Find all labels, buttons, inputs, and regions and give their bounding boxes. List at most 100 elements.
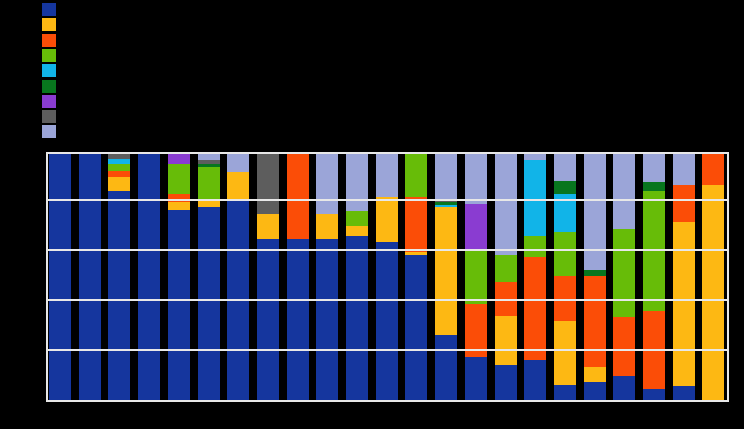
stacked-bar[interactable] (197, 153, 220, 401)
bar-segment (464, 357, 487, 401)
stacked-bar[interactable] (435, 153, 458, 401)
stacked-bar[interactable] (553, 153, 576, 401)
bar-segment (643, 388, 665, 401)
stacked-bar[interactable] (316, 153, 339, 401)
stacked-bar[interactable] (672, 153, 695, 401)
bar-segment (672, 222, 695, 386)
bar-segment (672, 184, 695, 223)
stacked-bar[interactable] (167, 153, 190, 401)
bar-segment (167, 202, 190, 210)
stacked-bar[interactable] (286, 153, 309, 401)
bar-segment (435, 334, 458, 401)
bar-segment (613, 153, 636, 229)
bar-segment (346, 211, 368, 226)
bar-segment (672, 153, 695, 185)
stacked-bar[interactable] (346, 153, 368, 401)
bar-segment (553, 181, 576, 194)
legend-swatch-icon (42, 125, 56, 139)
stacked-bar[interactable] (643, 153, 665, 401)
bar-segment (613, 317, 636, 376)
bar-segment (405, 197, 428, 253)
bar-segment (197, 163, 220, 168)
stacked-bar[interactable] (375, 153, 398, 401)
stacked-bar[interactable] (702, 153, 725, 401)
stacked-bar[interactable] (256, 153, 279, 401)
plot-area (46, 152, 729, 402)
bar-segment (108, 153, 131, 159)
bar-segment (375, 153, 398, 198)
bar-segment (108, 171, 131, 178)
bar-segment (167, 153, 190, 164)
legend-swatch-icon (42, 33, 56, 47)
bar-segment (108, 158, 131, 164)
bar-segment (583, 269, 606, 276)
stacked-bar[interactable] (49, 153, 71, 401)
bar-segment (256, 153, 279, 214)
bar-segment (643, 153, 665, 183)
bar-segment (167, 163, 190, 194)
bar-segment (167, 209, 190, 401)
bar-segment (197, 207, 220, 401)
bar-segment (435, 202, 458, 205)
bar-segment (494, 316, 517, 365)
bar-segment (435, 199, 458, 203)
bar-segment (524, 153, 547, 160)
legend-item[interactable] (42, 48, 62, 63)
bar-segment (583, 367, 606, 383)
stacked-bar[interactable] (78, 153, 101, 401)
bar-segment (464, 153, 487, 204)
bar-segment (464, 248, 487, 304)
bar-segment (435, 204, 458, 208)
bar-segment (553, 384, 576, 401)
stacked-bar[interactable] (405, 153, 428, 401)
bar-segment (108, 177, 131, 191)
legend-item[interactable] (42, 33, 62, 48)
legend-item[interactable] (42, 109, 62, 124)
bar-segment (227, 201, 250, 401)
bar-segment (256, 213, 279, 239)
bar-segment (435, 153, 458, 200)
legend-item[interactable] (42, 63, 62, 78)
bar-segment (583, 382, 606, 401)
legend-item[interactable] (42, 79, 62, 94)
stacked-bar[interactable] (524, 153, 547, 401)
chart-legend (42, 2, 342, 142)
bar-segment (524, 359, 547, 401)
legend-item[interactable] (42, 124, 62, 139)
stacked-bar[interactable] (464, 153, 487, 401)
legend-item[interactable] (42, 94, 62, 109)
legend-item[interactable] (42, 17, 62, 32)
bar-segment (464, 203, 487, 249)
stacked-bar[interactable] (494, 153, 517, 401)
bar-segment (78, 153, 101, 401)
bar-segment (316, 238, 339, 401)
bar-segment (405, 153, 428, 198)
stacked-bar[interactable] (613, 153, 636, 401)
bar-segment (524, 236, 547, 258)
bar-segment (405, 252, 428, 255)
bar-segment (138, 153, 161, 401)
bar-segment (108, 163, 131, 171)
bar-segment (227, 172, 250, 201)
bar-segment (197, 167, 220, 200)
bar-segment (197, 153, 220, 160)
bar-segment (375, 242, 398, 401)
stacked-bar[interactable] (583, 153, 606, 401)
bar-segment (553, 276, 576, 321)
stacked-bar[interactable] (138, 153, 161, 401)
legend-swatch-icon (42, 48, 56, 62)
bar-group (47, 153, 728, 401)
bar-segment (167, 193, 190, 203)
bar-segment (197, 199, 220, 208)
bar-segment (524, 257, 547, 360)
legend-item[interactable] (42, 2, 62, 17)
stacked-bar[interactable] (108, 153, 131, 401)
stacked-bar[interactable] (227, 153, 250, 401)
legend-swatch-icon (42, 79, 56, 93)
bar-segment (256, 238, 279, 401)
bar-segment (613, 376, 636, 401)
bar-segment (643, 311, 665, 389)
bar-segment (553, 153, 576, 181)
bar-segment (286, 153, 309, 239)
